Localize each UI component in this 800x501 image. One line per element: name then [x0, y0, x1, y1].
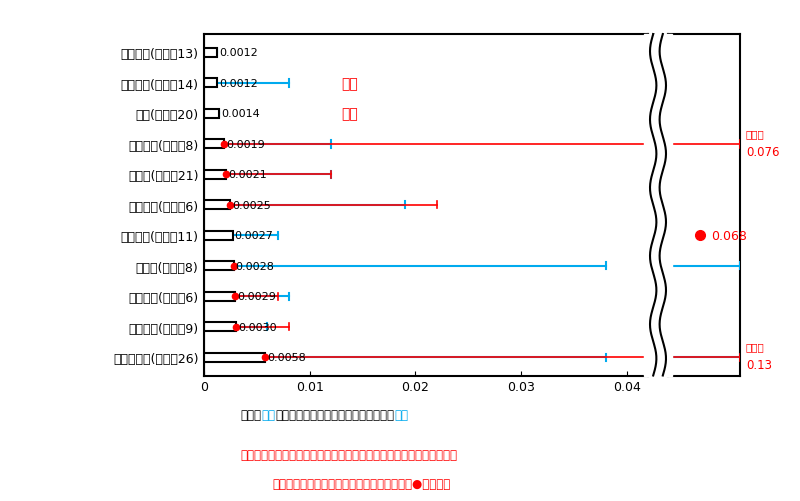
Bar: [204, 353, 266, 362]
Bar: [204, 110, 219, 119]
Text: 0.0025: 0.0025: [233, 200, 271, 210]
Text: 0.13: 0.13: [746, 359, 772, 372]
Bar: [204, 201, 230, 210]
Text: 最大値: 最大値: [746, 342, 765, 352]
Text: 0.0014: 0.0014: [221, 109, 260, 119]
Text: 範囲: 範囲: [394, 408, 408, 421]
Bar: [204, 323, 236, 332]
Bar: [204, 79, 217, 88]
Text: 0.0019: 0.0019: [226, 140, 265, 150]
Bar: [204, 262, 234, 271]
Text: 0.0012: 0.0012: [219, 79, 258, 89]
Text: ：本調査で求めた移行係数の平均値と: ：本調査で求めた移行係数の平均値と: [275, 408, 394, 421]
Text: 最大値: 最大値: [746, 129, 765, 139]
Text: 0.0058: 0.0058: [267, 353, 306, 363]
Text: 青線: 青線: [261, 408, 275, 421]
Bar: [204, 170, 226, 179]
Text: 0.068: 0.068: [711, 229, 747, 242]
Bar: [204, 140, 224, 149]
Text: 0.0012: 0.0012: [219, 48, 258, 58]
Bar: [204, 231, 233, 240]
Text: 0.076: 0.076: [746, 146, 779, 159]
Text: 0.0030: 0.0030: [238, 322, 277, 332]
Bar: [204, 49, 217, 58]
Text: 黒字・: 黒字・: [240, 408, 261, 421]
Text: なし: なし: [342, 77, 358, 91]
Bar: [204, 292, 234, 301]
Text: なし: なし: [342, 107, 358, 121]
Text: 0.0027: 0.0027: [234, 231, 274, 241]
Text: 0.0029: 0.0029: [237, 292, 276, 302]
Text: 0.0021: 0.0021: [228, 170, 267, 180]
Text: 赤字・赤線：農林水産省が「農地土壌中の放射性セシウムの野菜類と: 赤字・赤線：農林水産省が「農地土壌中の放射性セシウムの野菜類と: [240, 448, 457, 461]
Text: 0.0028: 0.0028: [236, 261, 274, 271]
Text: 果実類への移行について」で示した平均値（●）と範囲: 果実類への移行について」で示した平均値（●）と範囲: [272, 477, 450, 490]
